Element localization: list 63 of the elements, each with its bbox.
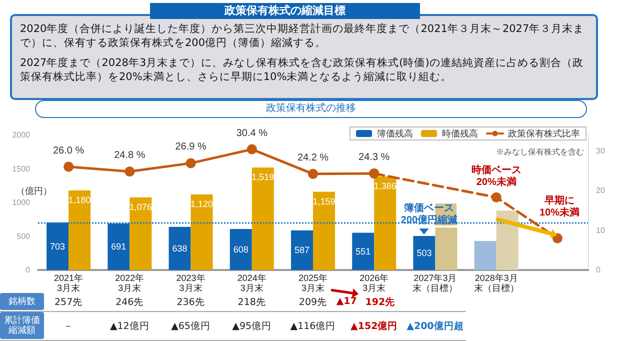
text: 246先 <box>116 296 144 309</box>
data-label: 1,159 <box>312 196 336 206</box>
data-label: 587 <box>294 245 310 256</box>
x-tick-label: 2028年3月末（目標） <box>474 273 519 293</box>
legend-label: 時価残高 <box>442 128 478 138</box>
legend-label: 政策保有株式比率 <box>508 128 580 138</box>
annotation: ※みなし保有株式を含む <box>496 148 584 156</box>
x-tick-label: 2025年 3月末 <box>298 273 328 293</box>
text: 218先 <box>238 296 266 309</box>
data-label: 24.2 % <box>297 152 329 164</box>
text: 2027年度まで（2028年3月末まで）に、みなし保有株式を含む政策保有株式(時価)の連結純資産に占める割合（政策保有株式比率）を20%未満とし、さらに早期に10%未満となるよう縮減に取り組む。 <box>20 56 584 84</box>
x-tick-label: 2023年 3月末 <box>176 273 206 293</box>
x-tick-label: 2027年3月末（目標） <box>412 273 458 293</box>
data-label: 24.8 % <box>114 150 146 162</box>
y-tick-label: 1000 <box>12 198 31 207</box>
legend-label: 簿価残高 <box>377 128 413 138</box>
text: 政策保有株式の縮減目標 <box>150 3 420 19</box>
text: 銘柄数 <box>0 293 44 310</box>
y-tick-label: 500 <box>16 232 31 241</box>
y-axis-title: （億円） <box>16 186 52 196</box>
data-label: 26.0 % <box>52 145 84 156</box>
data-label: 1,180 <box>68 194 91 205</box>
data-label: 30.4 % <box>236 128 268 139</box>
text: ▲65億円 <box>171 320 210 333</box>
text: ▲17 <box>336 296 357 307</box>
y2-tick-label: 30 <box>596 146 606 156</box>
data-label: 1,120 <box>190 198 214 209</box>
y-tick-label: 2000 <box>12 130 31 140</box>
text: ▲95億円 <box>232 320 272 333</box>
chart-title: 政策保有株式の推移 <box>35 100 587 118</box>
text: ▲200億円超 <box>406 320 464 333</box>
y2-tick-label: 0 <box>596 266 601 274</box>
data-label: 551 <box>356 246 371 256</box>
text: 192先 <box>365 296 396 309</box>
text: ▲152億円 <box>350 320 398 333</box>
text: 2020年度（合併により誕生した年度）から第三次中期経営計画の最終年度まで（2021年３月末～2027年３月末まで）に、保有する政策保有株式を200億円（簿価）縮減する。 <box>20 22 586 50</box>
data-label: 26.9 % <box>175 142 206 153</box>
data-label: 703 <box>50 241 66 252</box>
text: 累計簿価縮減額 <box>0 312 44 339</box>
text: ▲12億円 <box>110 320 150 333</box>
y2-tick-label: 10 <box>596 226 606 235</box>
text: － <box>64 320 74 333</box>
y-tick-label: 1500 <box>12 164 31 174</box>
text: 236先 <box>176 296 205 309</box>
x-tick-label: 2021年 3月末 <box>54 273 84 293</box>
x-tick-label: 2026年 3月末 <box>360 273 389 293</box>
annotation: 早期に 10%未満 <box>539 194 580 219</box>
data-label: 1,519 <box>252 172 274 182</box>
data-label: 638 <box>172 243 188 254</box>
data-label: 503 <box>416 248 432 258</box>
data-label: 24.3 % <box>358 152 390 164</box>
y-tick-label: 0 <box>26 266 31 274</box>
data-label: 691 <box>111 242 126 252</box>
text: ▲116億円 <box>290 320 336 333</box>
data-label: 1,076 <box>129 202 152 212</box>
x-tick-label: 2024年 3月末 <box>237 273 266 293</box>
data-label: 1,386 <box>374 180 396 191</box>
y2-tick-label: 20 <box>596 186 606 196</box>
annotation: 時価ベース 20%未満 <box>471 164 522 188</box>
text: 209先 <box>298 296 328 309</box>
x-tick-label: 2022年 3月末 <box>115 273 144 293</box>
data-label: 608 <box>233 244 248 254</box>
text: 257先 <box>54 296 83 309</box>
